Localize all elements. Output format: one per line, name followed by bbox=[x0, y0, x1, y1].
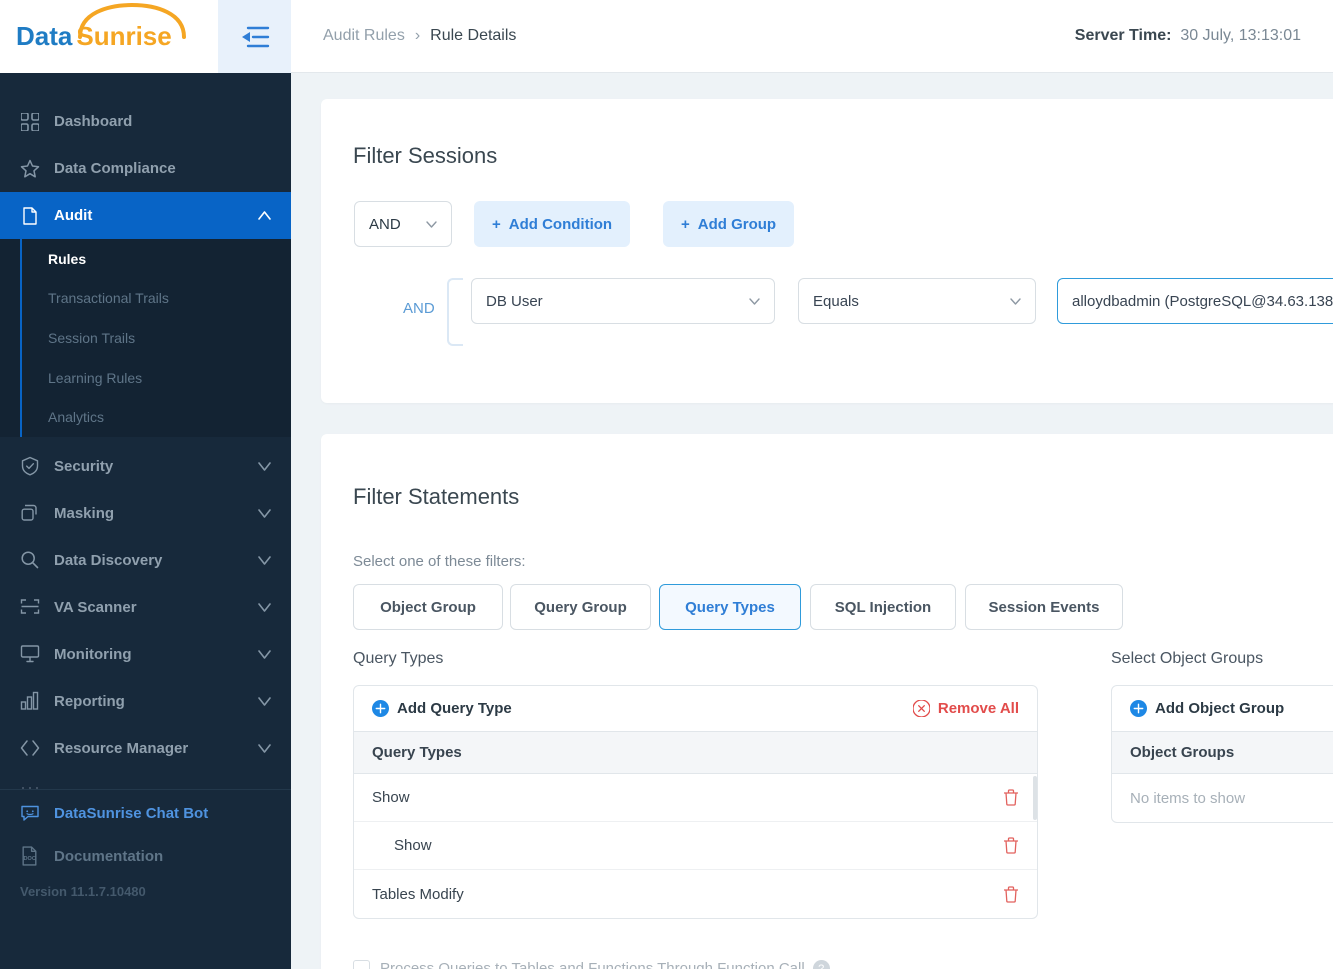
svg-text:DOC: DOC bbox=[23, 856, 35, 862]
